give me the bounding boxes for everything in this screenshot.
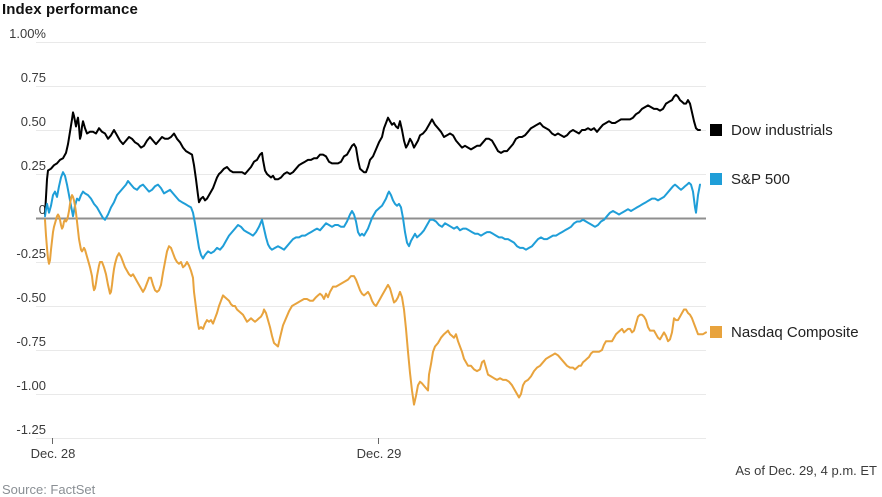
legend-item-nasdaq-composite: Nasdaq Composite <box>710 322 859 342</box>
as-of-note: As of Dec. 29, 4 p.m. ET <box>735 463 877 478</box>
y-tick-label: -1.00 <box>16 378 46 393</box>
y-tick-label: -0.50 <box>16 290 46 305</box>
sp500-swatch-icon <box>710 173 722 186</box>
y-tick-label: 0.75 <box>21 70 46 85</box>
series-line-dow-industrials <box>44 93 701 216</box>
legend-item-sp500: S&P 500 <box>710 169 790 189</box>
legend-item-dow-industrials: Dow industrials <box>710 120 833 140</box>
legend-label: Dow industrials <box>731 121 833 139</box>
legend-label: S&P 500 <box>731 170 790 188</box>
legend-label: Nasdaq Composite <box>731 323 859 341</box>
chart-title: Index performance <box>2 1 138 18</box>
dow-industrials-swatch-icon <box>710 124 722 136</box>
y-tick-label: 0.50 <box>21 114 46 129</box>
y-tick-label: 0.25 <box>21 158 46 173</box>
source-note: Source: FactSet <box>2 482 96 497</box>
y-tick-label: 1.00% <box>9 26 46 41</box>
y-tick-label: -1.25 <box>16 422 46 437</box>
line-chart-plot: 1.00% 0.75 0.50 0.25 0 -0.25 -0.50 -0.75 -1.00 -1… <box>9 26 707 460</box>
y-tick-label: -0.75 <box>16 334 46 349</box>
series-line-nasdaq-composite <box>44 194 707 406</box>
nasdaq-composite-swatch-icon <box>710 326 722 339</box>
x-tick-label: Dec. 28 <box>31 446 76 460</box>
series-line-s-p-500 <box>44 171 701 260</box>
y-tick-label: 0 <box>39 202 46 217</box>
y-tick-label: -0.25 <box>16 246 46 261</box>
x-tick-label: Dec. 29 <box>357 446 402 460</box>
